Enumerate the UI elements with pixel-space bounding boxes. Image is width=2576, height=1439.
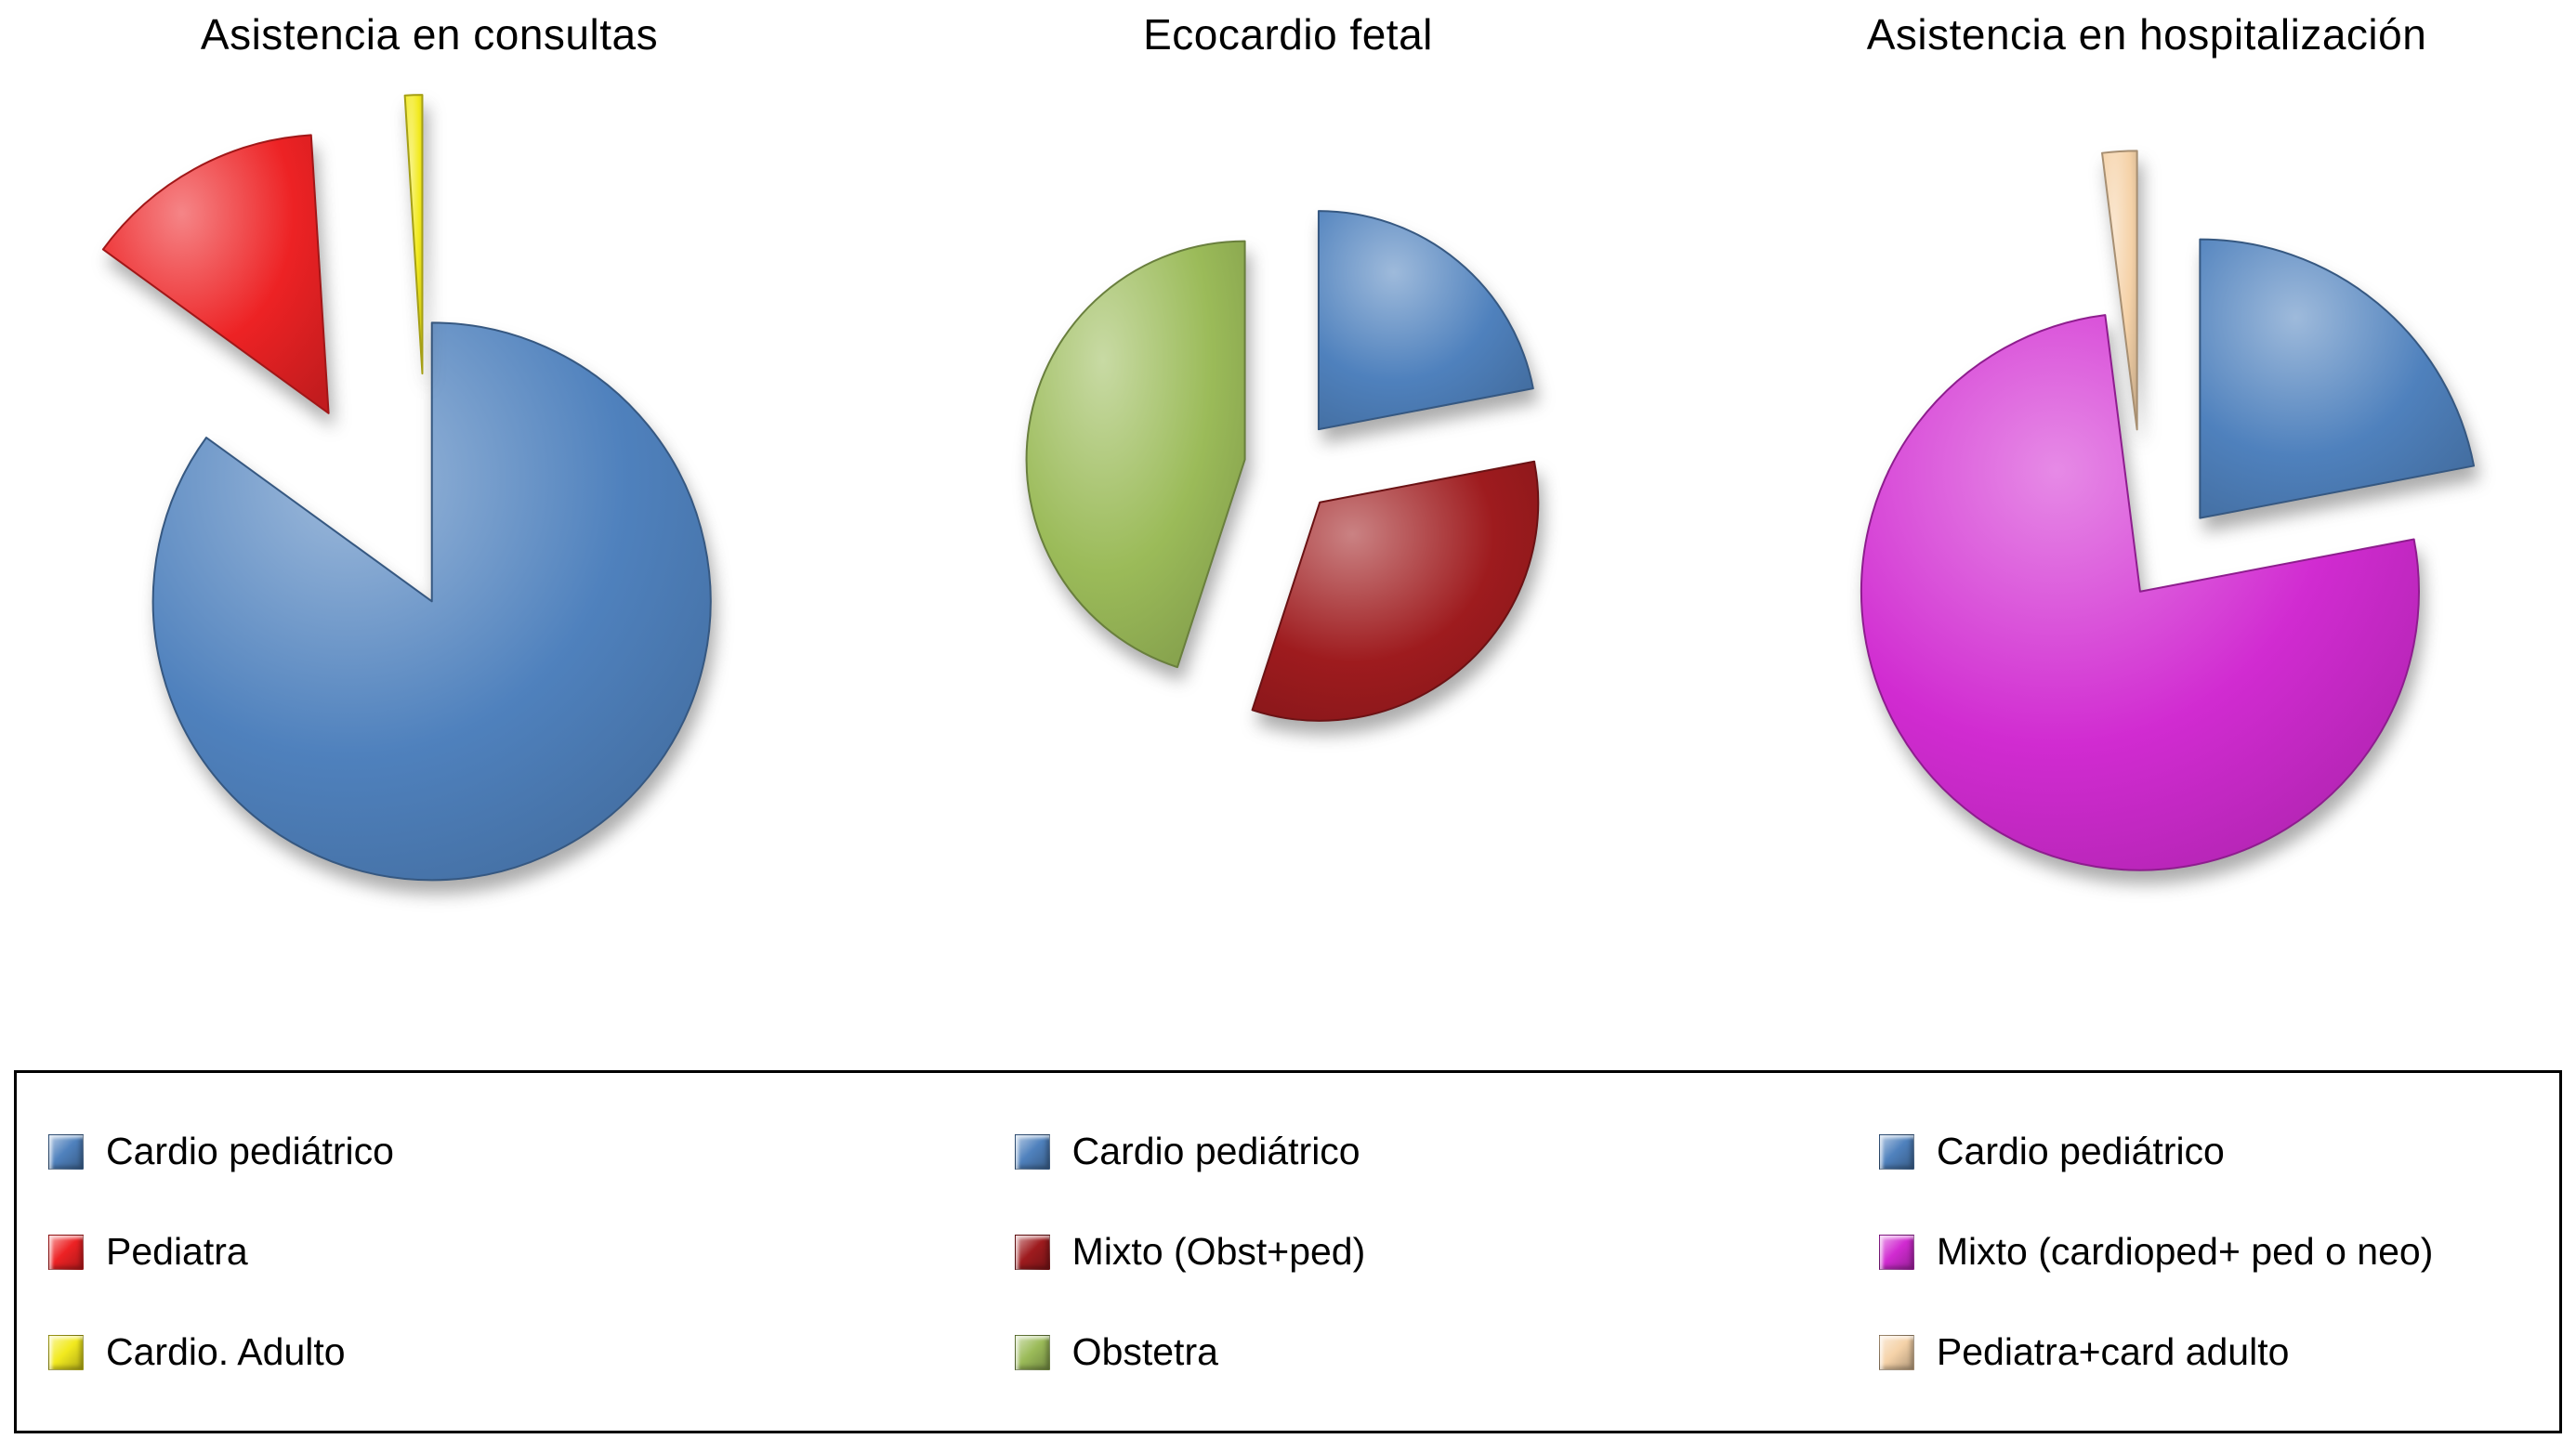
legend-label: Cardio pediátrico xyxy=(1936,1130,2225,1172)
legend-item: Pediatra xyxy=(48,1230,983,1274)
chart-panel-ecocardio: Ecocardio fetal xyxy=(859,0,1717,1070)
chart-panel-hospitalizacion: Asistencia en hospitalización xyxy=(1717,0,2576,1070)
legend-column-ecocardio: Cardio pediátrico Mixto (Obst+ped) Obste… xyxy=(983,1073,1847,1431)
legend-label: Pediatra+card adulto xyxy=(1936,1330,2290,1373)
pie-slice-2 xyxy=(403,94,424,375)
legend-label: Pediatra xyxy=(106,1230,248,1273)
legend-item: Cardio. Adulto xyxy=(48,1330,983,1374)
pie-chart-hospitalizacion xyxy=(1860,150,2476,871)
legend-column-consultas: Cardio pediátrico Pediatra Cardio. Adult… xyxy=(17,1073,983,1431)
pie-chart-consultas xyxy=(101,94,712,882)
legend-column-hospitalizacion: Cardio pediátrico Mixto (cardioped+ ped … xyxy=(1847,1073,2559,1431)
legend-item: Pediatra+card adulto xyxy=(1878,1330,2559,1374)
legend-swatch-pediatra-card-adulto xyxy=(1878,1334,1914,1370)
legend-label: Cardio pediátrico xyxy=(1071,1130,1360,1172)
legend-item: Cardio pediátrico xyxy=(1014,1130,1847,1173)
chart-title-consultas: Asistencia en consultas xyxy=(200,10,659,59)
chart-title-hospitalizacion: Asistencia en hospitalización xyxy=(1866,10,2427,59)
legend-swatch-pediatra xyxy=(48,1234,84,1270)
legend-item: Mixto (Obst+ped) xyxy=(1014,1230,1847,1274)
legend-item: Obstetra xyxy=(1014,1330,1847,1374)
pie-slice-1 xyxy=(1251,460,1540,722)
pie-slice-2 xyxy=(1025,240,1246,669)
legend-swatch-mixto-obst-ped xyxy=(1014,1234,1050,1270)
legend-label: Cardio. Adulto xyxy=(106,1330,346,1373)
legend-label: Mixto (Obst+ped) xyxy=(1071,1230,1366,1273)
pie-slice-1 xyxy=(1860,314,2420,871)
chart-title-ecocardio: Ecocardio fetal xyxy=(1143,10,1433,59)
legend-item: Cardio pediátrico xyxy=(1878,1130,2559,1173)
legend-label: Cardio pediátrico xyxy=(106,1130,394,1172)
legend-swatch-cardio-pediatrico xyxy=(1014,1133,1050,1170)
pie-chart-ecocardio xyxy=(1025,210,1540,722)
legend-box: Cardio pediátrico Pediatra Cardio. Adult… xyxy=(14,1070,2562,1433)
pie-slice-0 xyxy=(1317,210,1534,431)
legend-swatch-cardio-pediatrico xyxy=(48,1133,84,1170)
legend-label: Obstetra xyxy=(1071,1330,1218,1373)
pie-slice-0 xyxy=(151,321,712,882)
legend-swatch-obstetra xyxy=(1014,1334,1050,1370)
chart-panel-consultas: Asistencia en consultas xyxy=(0,0,859,1070)
legend-swatch-mixto-cardioped xyxy=(1878,1234,1914,1270)
pie-slice-2 xyxy=(2101,150,2138,431)
legend-swatch-cardio-pediatrico xyxy=(1878,1133,1914,1170)
legend-swatch-cardio-adulto xyxy=(48,1334,84,1370)
charts-row: Asistencia en consultas Ecocardio fetal … xyxy=(0,0,2576,1070)
legend-item: Mixto (cardioped+ ped o neo) xyxy=(1878,1230,2559,1274)
pie-slice-0 xyxy=(2199,238,2476,519)
pie-slice-1 xyxy=(101,134,330,414)
legend-item: Cardio pediátrico xyxy=(48,1130,983,1173)
legend-label: Mixto (cardioped+ ped o neo) xyxy=(1936,1230,2434,1273)
